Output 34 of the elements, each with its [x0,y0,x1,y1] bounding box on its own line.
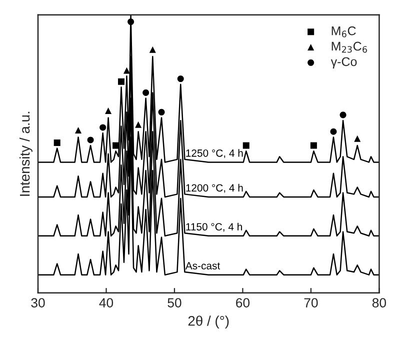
point [149,46,156,53]
point [142,89,150,96]
x-tick-label: 30 [31,298,45,308]
point [158,108,165,116]
series-label: 1150 °C, 4 h [186,222,242,232]
legend-label: M$_{6}$C [332,26,356,38]
point [105,108,112,114]
x-tick-label: 40 [99,298,114,308]
point [123,67,130,74]
x-tick-label: 50 [168,298,182,308]
x-axis-title: 2θ / (°) [188,316,229,329]
point [118,78,125,85]
x-tick-label: 60 [236,298,250,308]
point [340,112,346,118]
point [242,142,250,149]
x-tick-label: 80 [372,298,386,308]
point [310,142,317,149]
point [100,124,106,131]
legend-label: M$_{23}$C$_{6}$ [332,42,367,53]
legend-label: γ-Co [330,57,357,69]
series-label: 1250 °C, 4 h [186,149,243,158]
point [75,126,82,134]
series-label: As-cast [185,262,220,270]
point [128,18,134,26]
series-label: 1200 °C, 4 h [186,184,243,193]
point [177,76,184,82]
point [54,139,60,146]
y-axis-title: Intensity / a.u. [19,112,32,196]
x-tick-label: 70 [304,298,318,308]
point [112,142,120,149]
point [354,135,361,142]
point [87,136,94,144]
point [135,121,142,128]
point [330,128,337,135]
